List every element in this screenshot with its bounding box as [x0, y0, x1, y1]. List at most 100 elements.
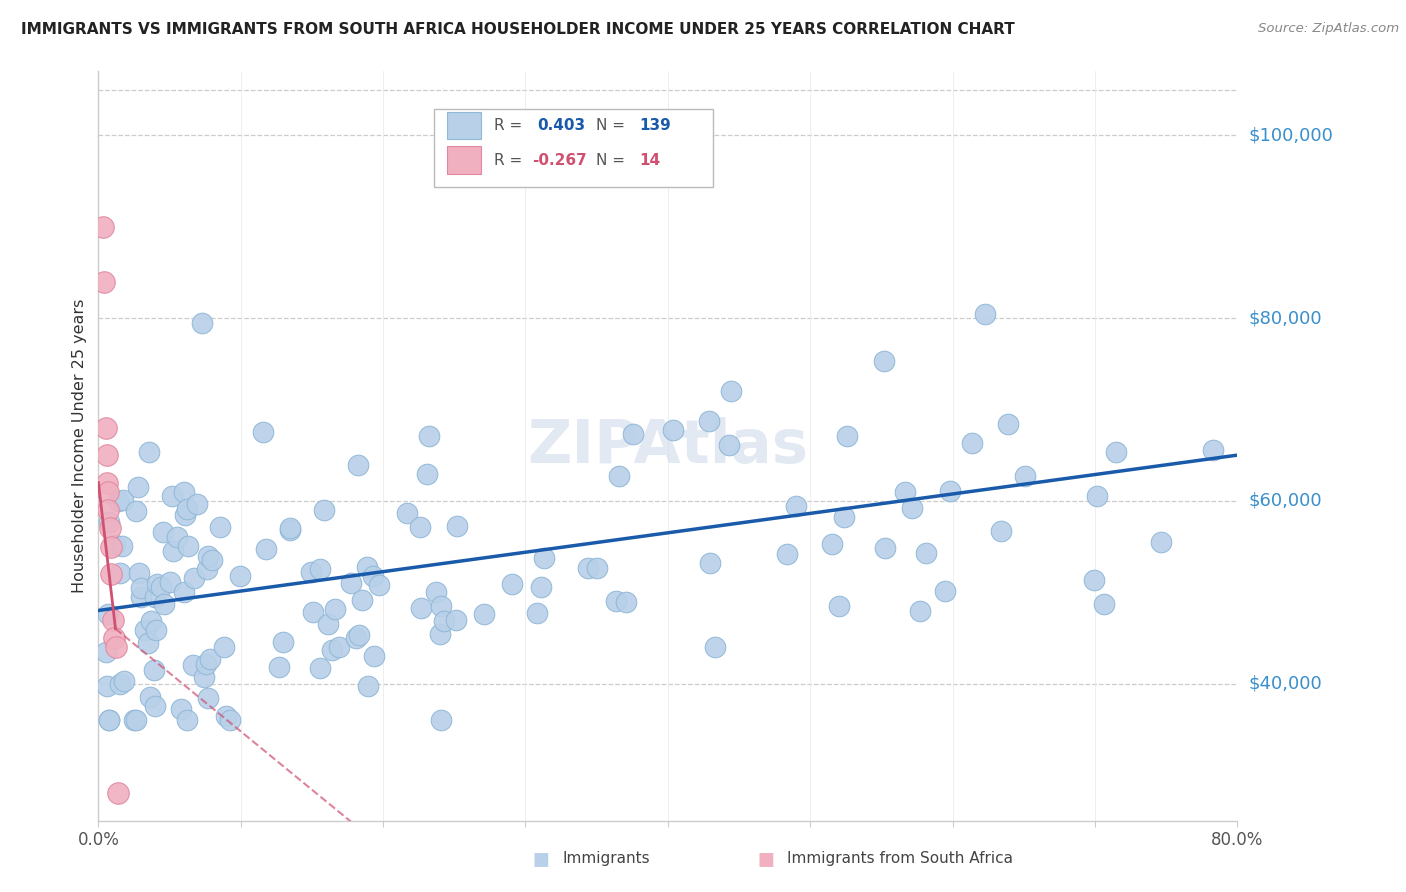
Point [873, 354, 896, 368]
Point [176, 502, 198, 516]
Point [340, 576, 363, 591]
Point [697, 414, 720, 428]
Point [323, 602, 346, 616]
Point [252, 425, 274, 439]
Point [321, 643, 343, 657]
Point [1085, 490, 1108, 504]
Point [98, 521, 121, 535]
Point [153, 597, 176, 611]
Point [128, 566, 150, 581]
Point [605, 594, 627, 608]
Point [212, 640, 235, 655]
Point [98, 713, 121, 727]
Point [446, 518, 468, 533]
Point [430, 599, 453, 613]
Point [219, 713, 242, 727]
Point [576, 561, 599, 575]
Point [122, 713, 145, 727]
Point [309, 661, 332, 675]
Text: ZIPAtlas: ZIPAtlas [527, 417, 808, 475]
Point [960, 436, 983, 450]
Point [368, 578, 391, 592]
FancyBboxPatch shape [434, 109, 713, 187]
Point [136, 636, 159, 650]
Point [409, 601, 432, 615]
Text: $100,000: $100,000 [1249, 127, 1333, 145]
Point [145, 623, 167, 637]
Point [717, 438, 740, 452]
Text: $80,000: $80,000 [1249, 309, 1322, 327]
Text: 14: 14 [640, 153, 661, 168]
Point [526, 607, 548, 621]
Point [832, 510, 855, 524]
Point [472, 607, 495, 621]
Point [150, 580, 173, 594]
Point [302, 605, 325, 619]
Point [607, 469, 630, 483]
Point [356, 560, 378, 574]
Point [352, 593, 374, 607]
Point [704, 640, 727, 654]
Point [785, 500, 807, 514]
Y-axis label: Householder Income Under 25 years: Householder Income Under 25 years [72, 299, 87, 593]
Point [93, 275, 115, 289]
Point [104, 640, 127, 654]
Point [501, 577, 523, 591]
Text: ▪: ▪ [531, 844, 551, 872]
Point [138, 445, 160, 459]
Point [152, 525, 174, 540]
Point [111, 492, 134, 507]
Point [363, 648, 385, 663]
Point [176, 539, 198, 553]
Point [662, 423, 685, 437]
Point [254, 542, 277, 557]
Text: 0.403: 0.403 [537, 118, 585, 133]
Text: R =: R = [494, 153, 527, 168]
Text: ▪: ▪ [756, 844, 776, 872]
Point [108, 677, 131, 691]
Point [828, 599, 851, 613]
Point [821, 537, 844, 551]
Point [97, 713, 120, 727]
Point [97, 503, 120, 517]
Point [96, 448, 118, 462]
Point [181, 657, 204, 672]
Point [190, 316, 212, 330]
Text: 139: 139 [640, 118, 671, 133]
Point [1083, 574, 1105, 588]
Point [114, 674, 136, 689]
Point [143, 699, 166, 714]
Point [1201, 442, 1223, 457]
Point [96, 475, 118, 490]
Point [973, 307, 995, 321]
Point [111, 539, 134, 553]
Point [271, 635, 294, 649]
Point [143, 591, 166, 605]
Point [229, 569, 252, 583]
Point [395, 506, 418, 520]
Point [94, 421, 117, 435]
Text: R =: R = [494, 118, 527, 133]
Point [614, 595, 637, 609]
Point [299, 565, 322, 579]
Text: N =: N = [596, 118, 630, 133]
Point [720, 384, 742, 398]
Point [915, 546, 938, 560]
Point [183, 571, 205, 585]
Point [214, 709, 236, 723]
Point [103, 538, 125, 552]
Point [910, 604, 932, 618]
Point [129, 581, 152, 595]
Text: $60,000: $60,000 [1249, 491, 1322, 510]
Point [129, 590, 152, 604]
Point [425, 585, 447, 599]
Point [176, 713, 198, 727]
Point [97, 484, 120, 499]
Point [159, 574, 181, 589]
Point [94, 645, 117, 659]
Point [91, 219, 114, 234]
Point [586, 561, 609, 575]
Point [900, 500, 922, 515]
Point [198, 652, 221, 666]
Point [429, 627, 451, 641]
